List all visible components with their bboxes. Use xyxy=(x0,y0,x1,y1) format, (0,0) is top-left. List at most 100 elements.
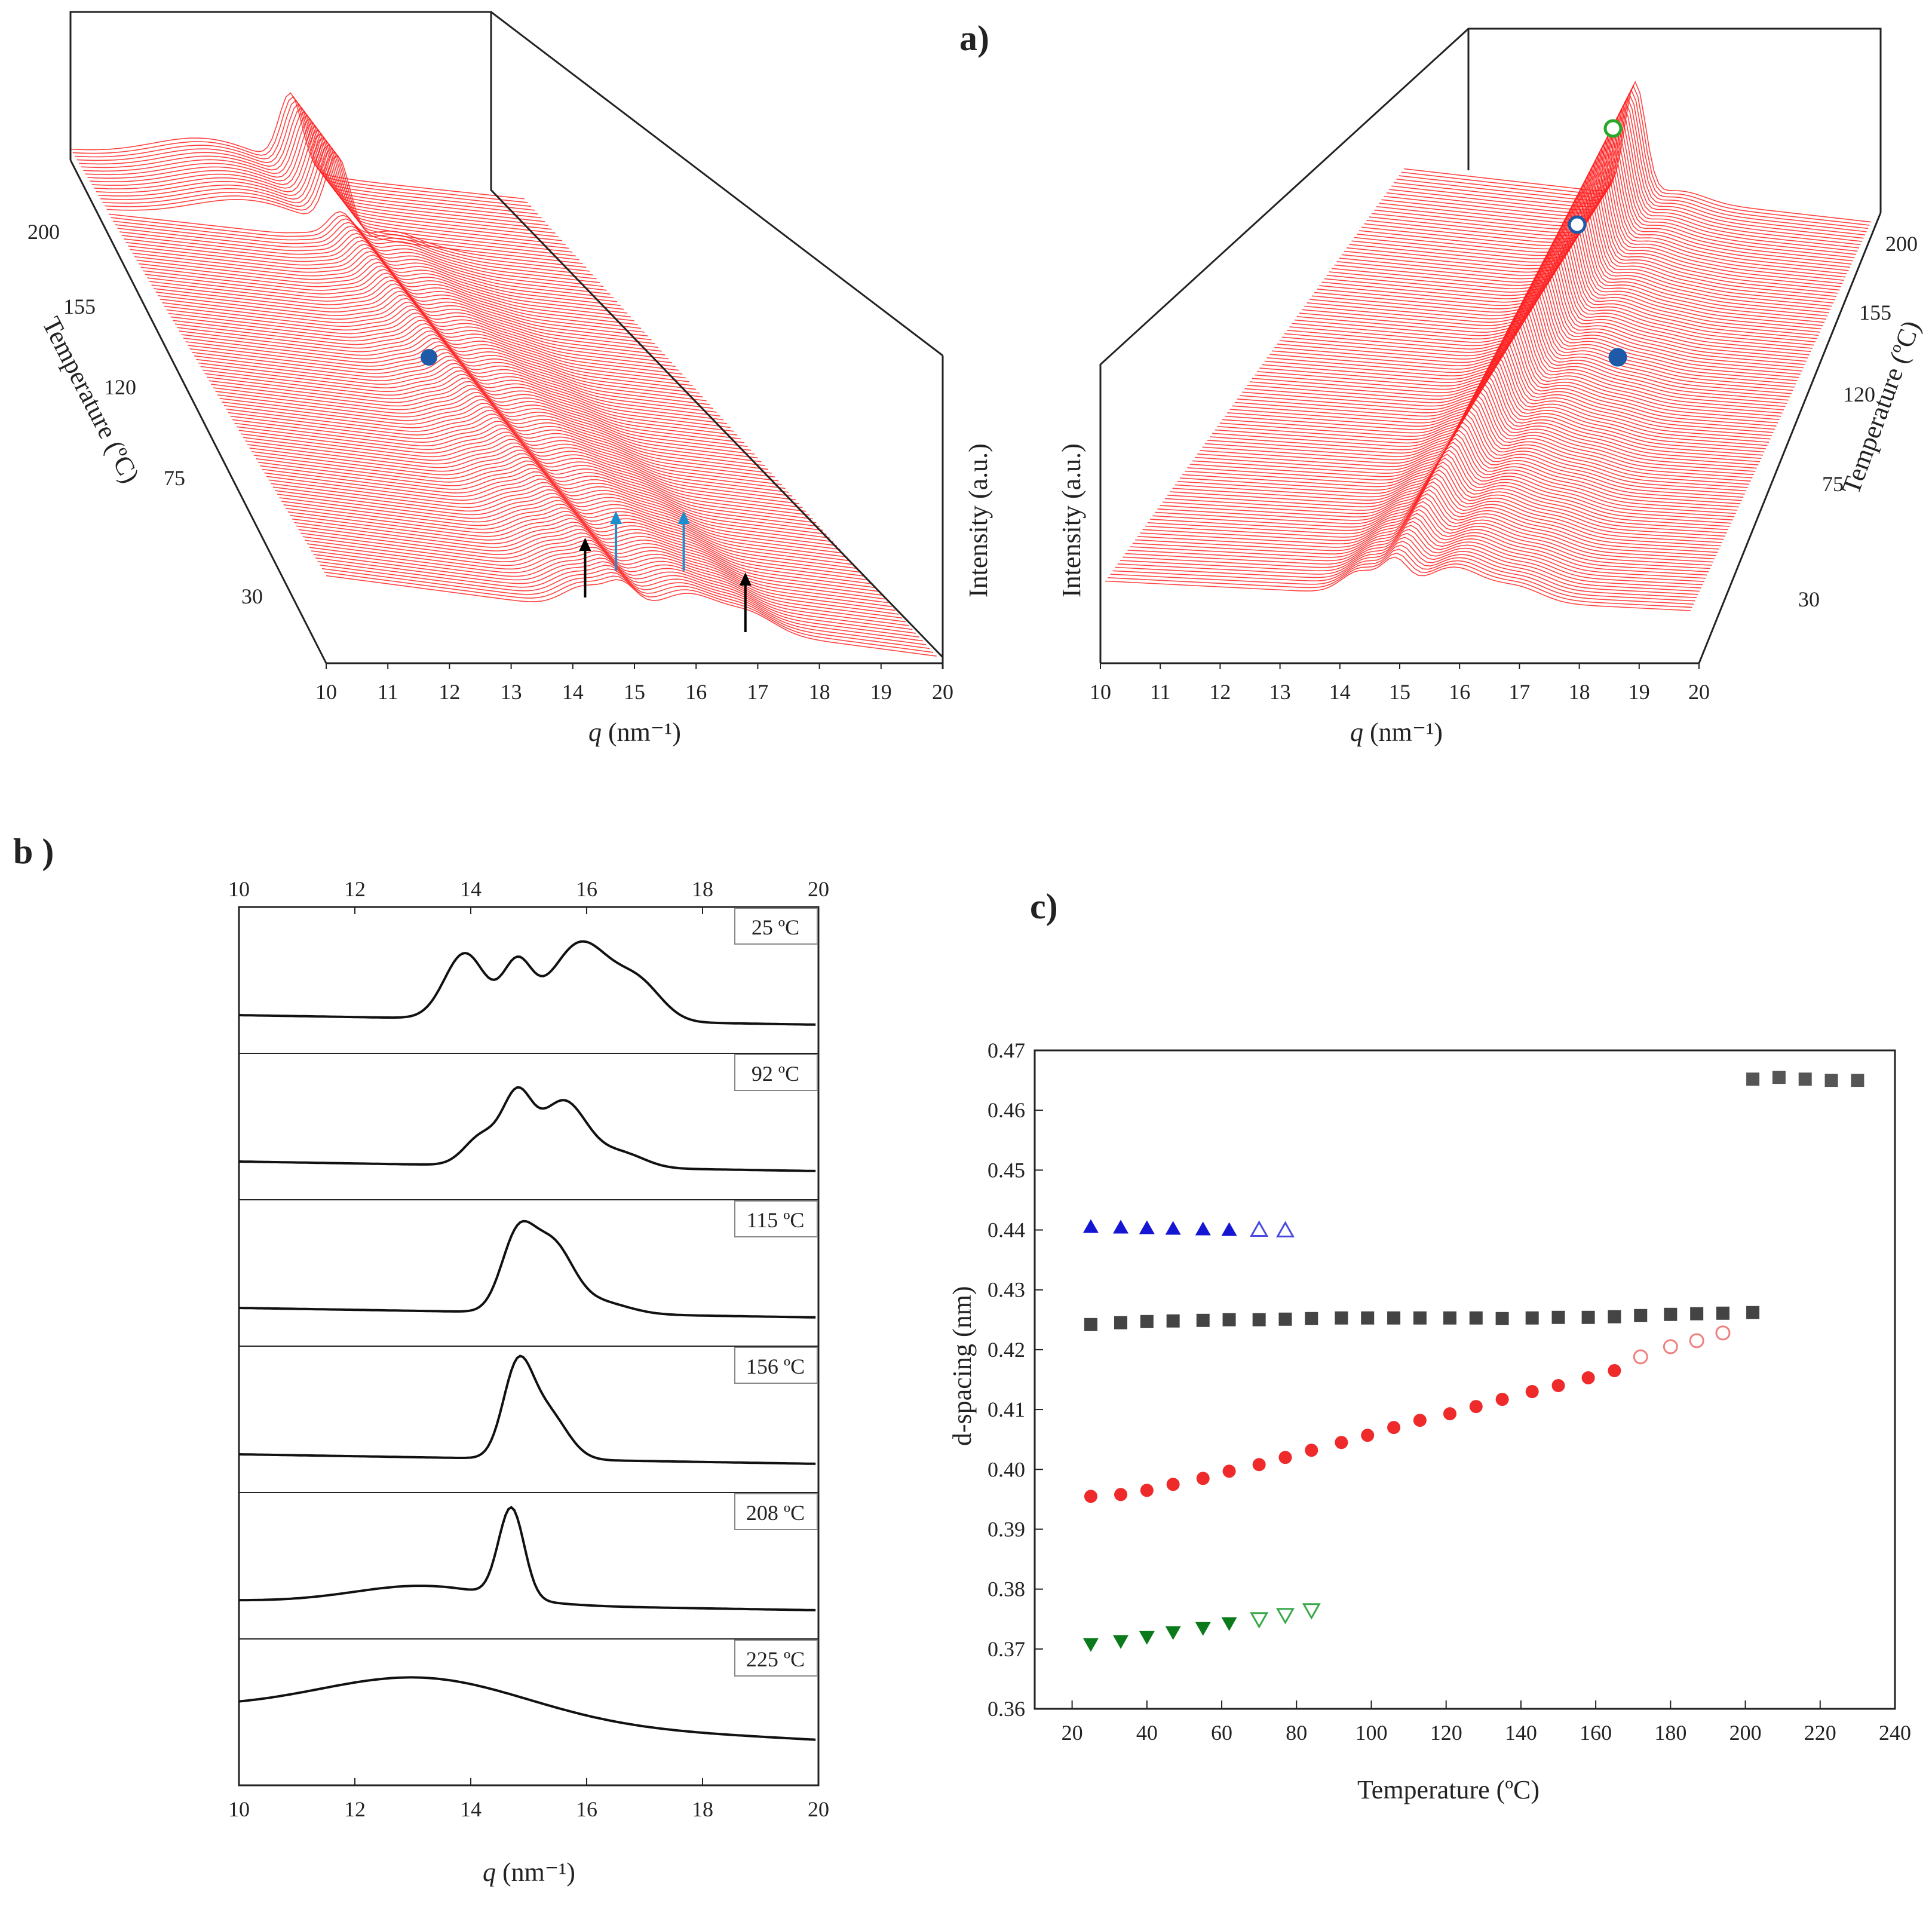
point-triangle-up xyxy=(1082,1219,1099,1233)
waterfall-trace xyxy=(1127,520,1704,582)
waterfall-trace xyxy=(1172,449,1732,524)
waterfall-trace xyxy=(1399,88,1869,229)
trace-line xyxy=(238,940,816,1026)
waterfall-trace xyxy=(275,490,854,565)
waterfall-trace xyxy=(320,564,927,645)
point-circle xyxy=(1663,1339,1678,1355)
waterfall-trace xyxy=(1252,323,1780,420)
waterfall-trace xyxy=(136,258,631,318)
waterfall-trace xyxy=(1274,287,1793,391)
waterfall-trace xyxy=(260,465,830,539)
ytick-label: 0.40 xyxy=(988,1457,1025,1481)
waterfall-trace xyxy=(1302,243,1810,356)
xtick-label: 60 xyxy=(1211,1721,1232,1745)
point-square xyxy=(1746,1306,1760,1319)
waterfall-trace xyxy=(1242,338,1774,433)
waterfall-trace xyxy=(143,269,642,329)
waterfall-trace xyxy=(1259,311,1784,410)
waterfall-trace xyxy=(189,348,717,413)
panel-b-stack: 25 ºC 92 ºC 115 ºC 156 ºC 208 ºC 225 ºC xyxy=(238,906,820,1787)
waterfall-trace xyxy=(1294,255,1805,365)
ytick-label: 0.44 xyxy=(988,1218,1025,1242)
waterfall-trace xyxy=(238,430,796,501)
temperature-label: 92 ºC xyxy=(752,1062,799,1086)
waterfall-trace xyxy=(75,99,532,207)
waterfall-trace xyxy=(177,326,697,390)
panel-a-left-surface xyxy=(70,92,937,657)
waterfall-trace xyxy=(1354,160,1841,287)
waterfall-trace xyxy=(1364,144,1847,275)
panel-b-xlabel: q (nm⁻¹) xyxy=(483,1858,575,1887)
panel-a-right-xlabel: q (nm⁻¹) xyxy=(1350,718,1443,747)
waterfall-trace xyxy=(1202,402,1750,485)
temperature-label: 156 ºC xyxy=(746,1355,805,1378)
waterfall-trace xyxy=(1185,430,1739,508)
waterfall-trace xyxy=(1174,445,1733,520)
waterfall-trace xyxy=(1279,279,1796,385)
waterfall-trace xyxy=(300,532,896,611)
ztick-label: 120 xyxy=(1843,382,1875,406)
ytick-label: 0.38 xyxy=(988,1577,1025,1601)
waterfall-trace xyxy=(1215,382,1757,469)
waterfall-trace xyxy=(90,125,556,234)
waterfall-trace xyxy=(1182,433,1738,511)
waterfall-trace xyxy=(277,494,858,569)
panel-c-ylabel: d-spacing (nm) xyxy=(947,1286,977,1446)
waterfall-trace xyxy=(1187,425,1741,504)
waterfall-trace xyxy=(1254,318,1781,417)
point-circle xyxy=(1443,1407,1456,1421)
point-circle xyxy=(1084,1490,1097,1503)
waterfall-trace xyxy=(81,111,542,219)
temperature-label: 115 ºC xyxy=(747,1208,805,1232)
bottom-xtick-label: 12 xyxy=(344,1797,366,1821)
point-circle xyxy=(1305,1444,1318,1457)
top-xtick-label: 12 xyxy=(344,877,366,901)
point-circle xyxy=(1469,1400,1483,1414)
waterfall-trace xyxy=(213,387,755,455)
waterfall-trace xyxy=(232,419,786,489)
waterfall-trace xyxy=(149,280,652,341)
waterfall-trace xyxy=(1391,100,1864,239)
panel-b-xlabel-unit: (nm⁻¹) xyxy=(496,1858,575,1887)
waterfall-trace xyxy=(1388,104,1863,242)
ztick-label: 155 xyxy=(63,295,96,318)
trace-line xyxy=(238,1219,816,1319)
panel-c-points xyxy=(1082,1071,1864,1652)
xtick-label: 13 xyxy=(501,680,522,704)
waterfall-trace xyxy=(1289,263,1802,372)
waterfall-trace xyxy=(1332,195,1828,317)
waterfall-trace xyxy=(106,154,583,264)
waterfall-trace xyxy=(188,345,714,409)
waterfall-trace xyxy=(230,415,783,485)
xtick-label: 160 xyxy=(1580,1721,1612,1745)
xtick-label: 240 xyxy=(1879,1721,1911,1745)
panel-a-right-zlabel: Temperature (ºC) xyxy=(1836,317,1925,498)
waterfall-trace xyxy=(256,458,824,531)
waterfall-trace xyxy=(109,211,587,268)
point-square xyxy=(1278,1312,1292,1326)
point-circle xyxy=(1387,1421,1401,1435)
waterfall-trace xyxy=(196,358,728,424)
panel-a-left-back-diagonal xyxy=(490,11,943,357)
xtick-label: 10 xyxy=(315,680,337,704)
ztick-label: 75 xyxy=(1822,472,1844,496)
waterfall-trace xyxy=(1125,525,1703,586)
waterfall-trace xyxy=(1155,477,1721,547)
waterfall-trace xyxy=(1167,457,1729,531)
waterfall-trace xyxy=(208,380,748,448)
waterfall-trace xyxy=(155,290,662,352)
ytick-label: 0.45 xyxy=(988,1158,1025,1182)
waterfall-trace xyxy=(1115,540,1697,599)
waterfall-trace xyxy=(102,147,576,257)
waterfall-trace xyxy=(1262,307,1786,407)
waterfall-trace xyxy=(1272,290,1792,394)
point-circle xyxy=(1196,1472,1210,1485)
waterfall-trace xyxy=(85,118,549,226)
panel-a-right-plot: 10 11 12 13 14 15 16 17 18 19 20 200 155 120 75 30 q (… xyxy=(1057,27,1926,747)
waterfall-trace xyxy=(245,440,806,512)
panel-a-right-zticks: 200 155 120 75 30 xyxy=(1798,232,1918,611)
xtick-label: 17 xyxy=(747,680,768,704)
arrow-head-black xyxy=(579,538,591,551)
panel-b-bottom-xticks: 10 12 14 16 18 20 xyxy=(228,1778,829,1821)
waterfall-trace xyxy=(1130,517,1706,579)
